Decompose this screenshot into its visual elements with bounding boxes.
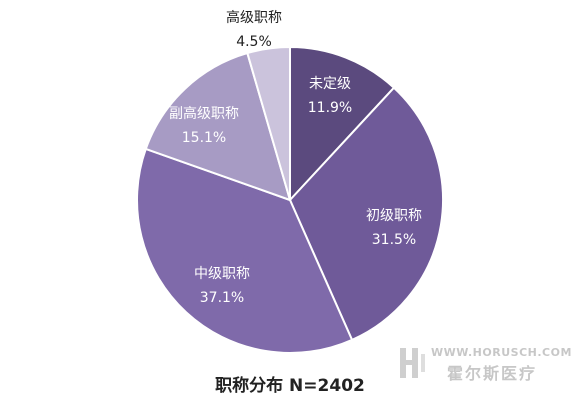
watermark-name: 霍尔斯医疗: [447, 364, 538, 383]
slice-label-5: 高级职称: [226, 9, 282, 26]
slice-value-2: 31.5%: [372, 232, 416, 248]
slice-label-1: 未定级: [309, 76, 351, 92]
watermark: WWW.HORUSCH.COM 霍尔斯医疗: [395, 342, 575, 386]
slice-label-4: 副高级职称: [169, 105, 239, 122]
slice-label-2: 初级职称: [366, 207, 422, 224]
slice-label-3: 中级职称: [194, 266, 250, 282]
slice-value-3: 37.1%: [200, 290, 244, 306]
slice-value-4: 15.1%: [182, 130, 226, 146]
slice-value-1: 11.9%: [308, 100, 352, 116]
pie-slice-4: [144, 51, 292, 202]
watermark-url: WWW.HORUSCH.COM: [431, 346, 572, 359]
watermark-logo-icon: [400, 348, 425, 378]
slice-value-5: 4.5%: [236, 34, 272, 50]
chart-title: 职称分布 N=2402: [215, 376, 365, 396]
pie-slice-1: [289, 45, 396, 203]
pie-labels: 未定级 11.9% 初级职称 31.5% 中级职称 37.1% 副高级职称 15.1% 高级职称…: [169, 9, 422, 306]
pie-slices: [136, 45, 444, 354]
pie-slice-2: [288, 86, 444, 342]
pie-slice-5: [246, 45, 291, 201]
pie-slice-3: [136, 147, 354, 354]
